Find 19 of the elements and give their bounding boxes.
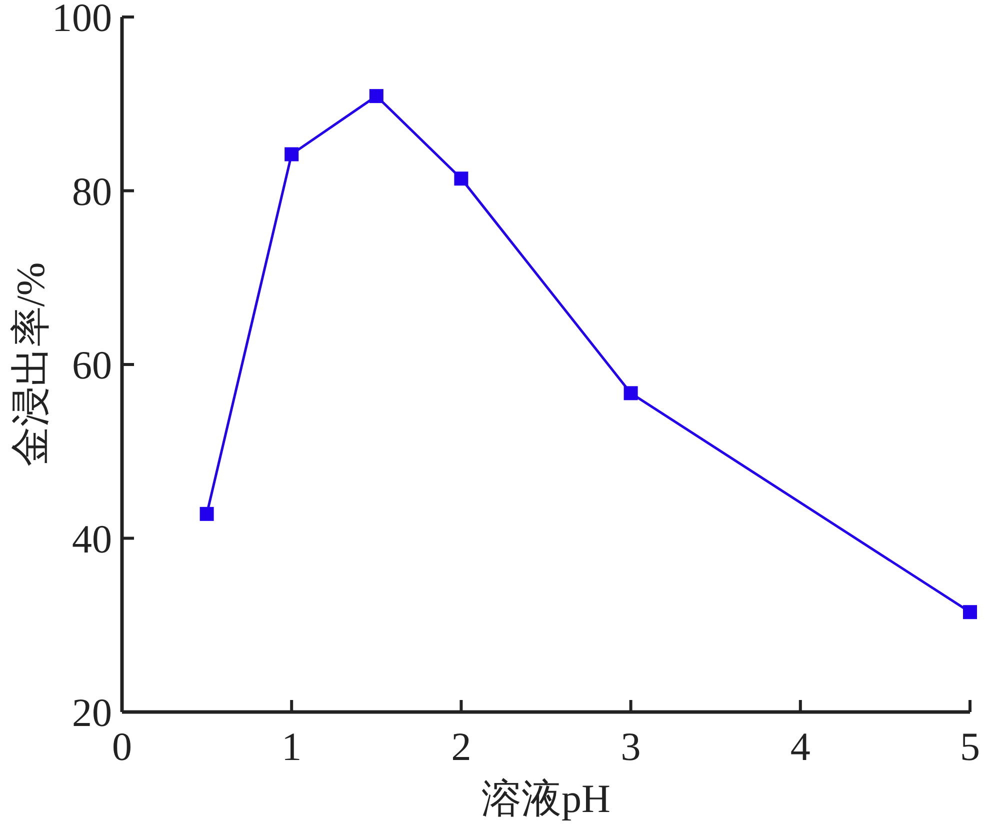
x-tick-label: 3 (620, 724, 641, 769)
point (200, 506, 214, 521)
y-tick-label: 100 (52, 0, 112, 40)
point (284, 147, 299, 162)
x-axis-title: 溶液pH (482, 776, 610, 821)
point (454, 172, 468, 186)
point (369, 89, 384, 104)
x-tick-label: 0 (112, 724, 132, 769)
x-tick-label: 5 (960, 724, 980, 769)
x-tick-label: 4 (790, 724, 810, 769)
y-tick-label: 20 (72, 690, 112, 735)
y-tick-label: 80 (72, 168, 112, 214)
x-tick-label: 2 (451, 724, 472, 769)
y-tick-label: 40 (72, 516, 112, 562)
point (624, 386, 638, 400)
point (963, 605, 977, 620)
x-tick-label: 1 (282, 724, 302, 769)
y-tick-label: 60 (72, 342, 112, 388)
y-axis-title: 金浸出率/% (8, 262, 53, 467)
